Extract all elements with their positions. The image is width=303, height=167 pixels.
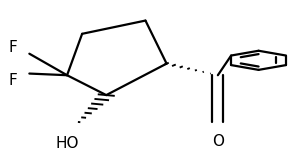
Text: HO: HO	[55, 136, 79, 151]
Text: O: O	[212, 134, 224, 149]
Text: F: F	[8, 73, 17, 88]
Text: F: F	[8, 40, 17, 55]
